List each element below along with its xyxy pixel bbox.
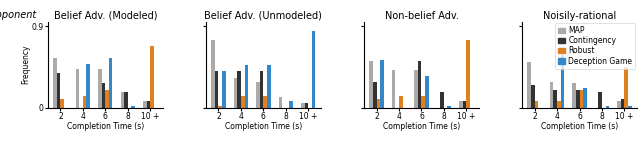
Bar [222, 71, 226, 108]
Title: Noisily-rational: Noisily-rational [543, 11, 616, 21]
Bar [531, 85, 534, 108]
Bar [373, 82, 376, 108]
Bar [76, 69, 79, 108]
Bar [260, 71, 263, 108]
X-axis label: Completion Time (s): Completion Time (s) [67, 122, 144, 131]
Bar [53, 58, 57, 108]
Bar [147, 101, 150, 108]
Bar [467, 40, 470, 108]
Bar [124, 92, 128, 108]
Bar [237, 71, 241, 108]
Bar [83, 96, 86, 108]
Bar [369, 61, 373, 108]
Bar [278, 97, 282, 108]
Bar [143, 101, 147, 108]
Bar [218, 106, 222, 108]
Bar [440, 92, 444, 108]
Bar [60, 99, 64, 108]
Bar [98, 69, 102, 108]
Bar [621, 99, 625, 108]
Bar [572, 83, 576, 108]
Bar [234, 78, 237, 108]
X-axis label: Completion Time (s): Completion Time (s) [225, 122, 302, 131]
Bar [598, 92, 602, 108]
X-axis label: Completion Time (s): Completion Time (s) [541, 122, 618, 131]
Bar [256, 82, 260, 108]
Bar [241, 96, 244, 108]
Bar [105, 90, 109, 108]
Bar [305, 103, 308, 108]
Bar [527, 62, 531, 108]
Bar [376, 99, 380, 108]
Bar [447, 106, 451, 108]
Bar [463, 101, 467, 108]
Bar [109, 58, 113, 108]
Bar [211, 40, 215, 108]
Bar [301, 103, 305, 108]
Bar [215, 71, 218, 108]
Bar [425, 76, 429, 108]
Title: Non-belief Adv.: Non-belief Adv. [385, 11, 458, 21]
Bar [561, 55, 564, 108]
Bar [150, 46, 154, 108]
Bar [289, 101, 293, 108]
Bar [557, 101, 561, 108]
Bar [267, 65, 271, 108]
Bar [380, 60, 384, 108]
Title: Belief Adv. (Modeled): Belief Adv. (Modeled) [54, 11, 157, 21]
Bar [617, 101, 621, 108]
Bar [550, 82, 554, 108]
Bar [399, 96, 403, 108]
Bar [459, 101, 463, 108]
Bar [534, 101, 538, 108]
Bar [605, 106, 609, 108]
Title: Belief Adv. (Unmodeled): Belief Adv. (Unmodeled) [204, 11, 323, 21]
X-axis label: Completion Time (s): Completion Time (s) [383, 122, 460, 131]
Bar [120, 92, 124, 108]
Bar [422, 96, 425, 108]
Bar [418, 61, 422, 108]
Bar [86, 64, 90, 108]
Bar [580, 90, 583, 108]
Bar [263, 96, 267, 108]
Bar [102, 83, 105, 108]
Bar [131, 106, 135, 108]
Legend: MAP, Contingency, Robust, Deception Game: MAP, Contingency, Robust, Deception Game [556, 23, 636, 69]
Bar [57, 73, 60, 108]
Bar [625, 67, 628, 108]
Bar [583, 88, 587, 108]
Bar [554, 90, 557, 108]
Bar [312, 31, 316, 108]
Bar [244, 65, 248, 108]
Bar [414, 70, 418, 108]
Text: Opponent: Opponent [0, 10, 36, 20]
Bar [576, 90, 580, 108]
Bar [392, 70, 396, 108]
Y-axis label: Frequency: Frequency [21, 45, 30, 84]
Bar [628, 106, 632, 108]
